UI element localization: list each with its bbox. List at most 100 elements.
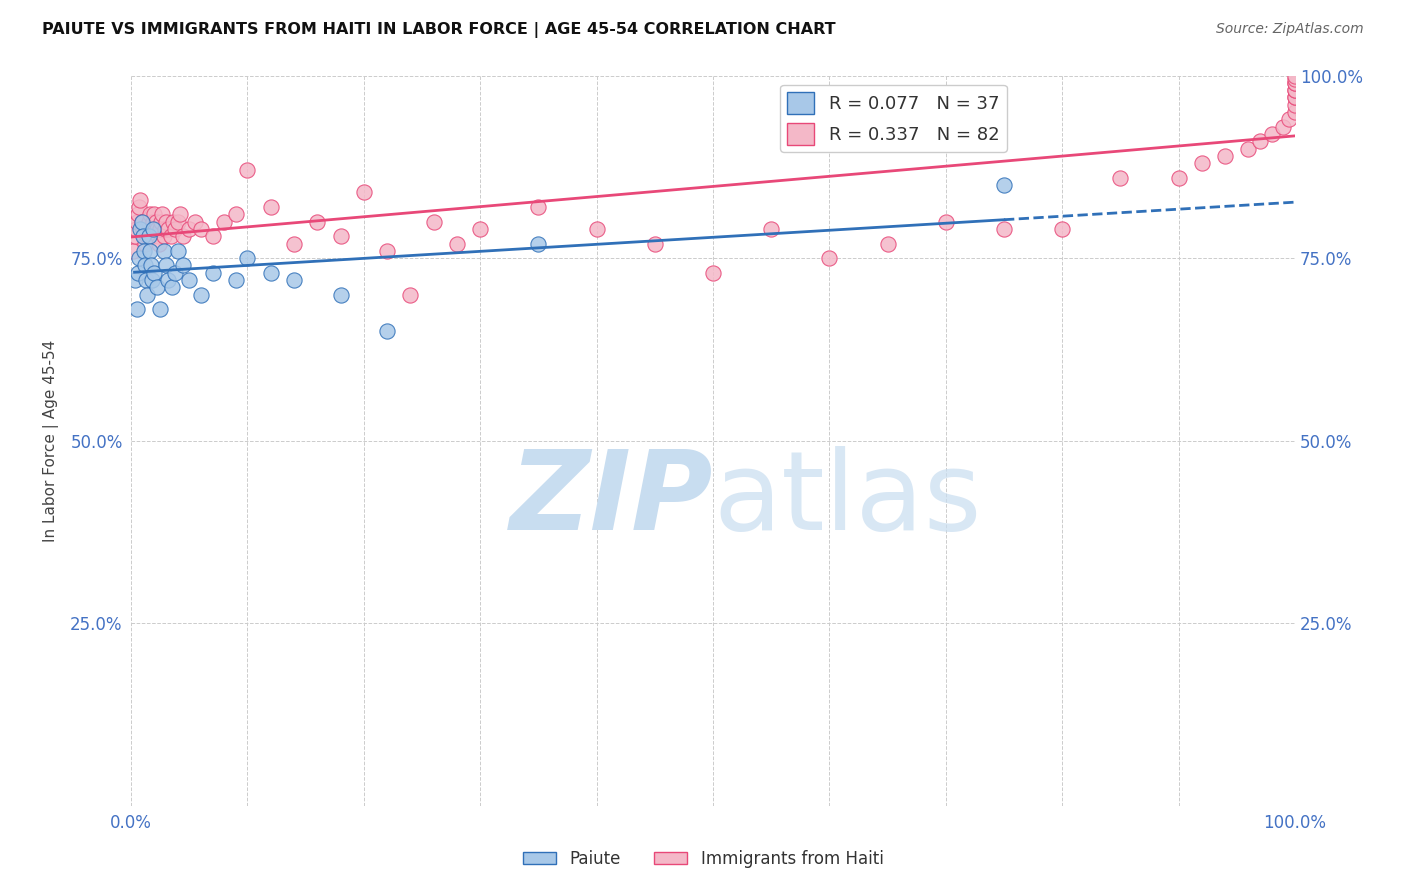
Point xyxy=(165,266,187,280)
Point xyxy=(125,302,148,317)
Point xyxy=(166,214,188,228)
Point xyxy=(138,207,160,221)
Point xyxy=(1284,72,1306,87)
Point xyxy=(1272,120,1295,134)
Point xyxy=(127,207,149,221)
Point xyxy=(132,229,155,244)
Point xyxy=(446,236,468,251)
Point xyxy=(128,200,150,214)
Point xyxy=(329,229,352,244)
Point xyxy=(236,251,259,265)
Legend: Paiute, Immigrants from Haiti: Paiute, Immigrants from Haiti xyxy=(516,844,890,875)
Point xyxy=(422,214,444,228)
Point xyxy=(236,163,259,178)
Point xyxy=(148,236,170,251)
Point xyxy=(135,222,157,236)
Point xyxy=(818,251,841,265)
Point xyxy=(1213,149,1236,163)
Point xyxy=(1284,90,1306,104)
Point xyxy=(138,214,160,228)
Point xyxy=(142,214,165,228)
Point xyxy=(152,229,174,244)
Point xyxy=(149,222,172,236)
Point xyxy=(329,287,352,301)
Point xyxy=(993,222,1015,236)
Point xyxy=(399,287,422,301)
Point xyxy=(155,214,177,228)
Text: Source: ZipAtlas.com: Source: ZipAtlas.com xyxy=(1216,22,1364,37)
Point xyxy=(1284,76,1306,90)
Point xyxy=(375,324,398,338)
Point xyxy=(131,214,153,228)
Point xyxy=(1284,69,1306,83)
Text: atlas: atlas xyxy=(713,446,981,553)
Point xyxy=(1191,156,1213,170)
Point xyxy=(125,222,148,236)
Point xyxy=(225,207,247,221)
Point xyxy=(152,207,174,221)
Point xyxy=(142,222,165,236)
Point xyxy=(128,251,150,265)
Point xyxy=(155,259,177,273)
Point xyxy=(138,229,160,244)
Point xyxy=(1261,127,1284,141)
Text: PAIUTE VS IMMIGRANTS FROM HAITI IN LABOR FORCE | AGE 45-54 CORRELATION CHART: PAIUTE VS IMMIGRANTS FROM HAITI IN LABOR… xyxy=(42,22,835,38)
Point xyxy=(283,273,305,287)
Point xyxy=(527,200,550,214)
Point xyxy=(1109,170,1132,185)
Point xyxy=(1237,142,1260,156)
Point xyxy=(152,244,174,258)
Point xyxy=(129,222,152,236)
Point xyxy=(143,266,166,280)
Point xyxy=(1249,134,1271,148)
Legend: R = 0.077   N = 37, R = 0.337   N = 82: R = 0.077 N = 37, R = 0.337 N = 82 xyxy=(780,85,1007,152)
Point xyxy=(260,266,283,280)
Point xyxy=(1284,83,1306,97)
Point xyxy=(1284,97,1306,112)
Point xyxy=(157,273,180,287)
Point xyxy=(136,287,159,301)
Point xyxy=(225,273,247,287)
Point xyxy=(260,200,283,214)
Point xyxy=(160,280,183,294)
Point xyxy=(184,214,207,228)
Point xyxy=(644,236,666,251)
Point xyxy=(141,229,163,244)
Point xyxy=(131,222,153,236)
Point xyxy=(1284,105,1306,120)
Point xyxy=(146,229,169,244)
Point xyxy=(134,236,156,251)
Point xyxy=(172,229,194,244)
Point xyxy=(127,266,149,280)
Point xyxy=(702,266,724,280)
Point xyxy=(149,302,172,317)
Point xyxy=(124,229,146,244)
Point xyxy=(122,244,145,258)
Point xyxy=(136,229,159,244)
Point xyxy=(179,222,201,236)
Point xyxy=(1278,112,1301,127)
Point xyxy=(166,244,188,258)
Point xyxy=(138,244,160,258)
Point xyxy=(201,229,224,244)
Point xyxy=(1167,170,1189,185)
Point xyxy=(283,236,305,251)
Point xyxy=(162,214,184,228)
Point xyxy=(134,259,156,273)
Point xyxy=(179,273,201,287)
Point xyxy=(145,222,167,236)
Point xyxy=(585,222,607,236)
Point xyxy=(761,222,783,236)
Point xyxy=(169,207,191,221)
Point xyxy=(157,222,180,236)
Point xyxy=(153,222,176,236)
Point xyxy=(307,214,329,228)
Point xyxy=(212,214,235,228)
Point xyxy=(139,259,162,273)
Point xyxy=(353,186,375,200)
Point xyxy=(125,214,148,228)
Point xyxy=(159,229,181,244)
Point xyxy=(129,193,152,207)
Point xyxy=(131,229,153,244)
Point xyxy=(1284,90,1306,104)
